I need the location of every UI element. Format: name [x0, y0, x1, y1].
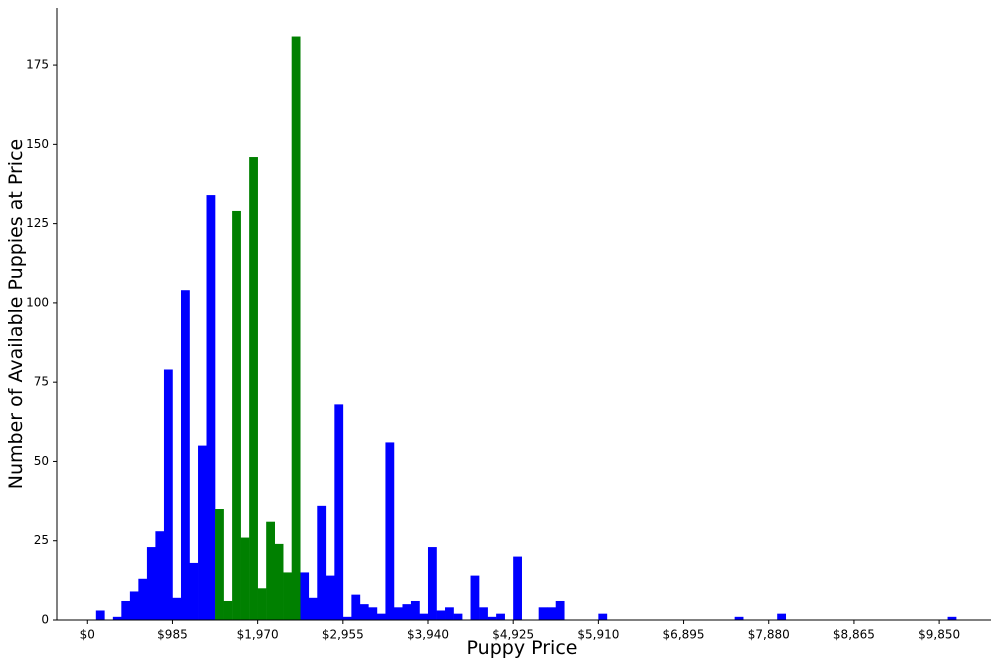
histogram-bar: [308, 597, 318, 620]
histogram-bar: [138, 578, 148, 620]
histogram-bar: [342, 616, 352, 620]
histogram-bar: [95, 610, 105, 620]
x-axis-title: Puppy Price: [467, 637, 578, 659]
histogram-bar: [479, 607, 488, 620]
histogram-bar: [470, 575, 480, 620]
histogram-bar: [402, 604, 412, 620]
histogram-bar: [734, 616, 744, 620]
histogram-bar: [189, 562, 199, 620]
histogram-bar: [777, 613, 787, 620]
histogram-bar: [198, 445, 207, 620]
histogram-bar: [453, 613, 463, 620]
histogram-bar: [112, 616, 122, 620]
histogram-bar: [121, 600, 131, 620]
histogram-bar: [146, 547, 156, 620]
histogram-bar: [436, 610, 446, 620]
x-tick-label: $985: [157, 628, 188, 642]
x-tick-label: $9,850: [918, 628, 960, 642]
histogram-bar: [351, 594, 361, 620]
histogram-bar: [334, 404, 344, 620]
y-axis-title: Number of Available Puppies at Price: [5, 139, 27, 489]
histogram-bar: [274, 543, 284, 620]
x-tick-group: $0 $985 $1,970 $2,955 $3,940 $4,925 $5,910 $6,8…: [80, 620, 960, 642]
y-tick-label: 175: [26, 58, 49, 72]
y-tick-label: 100: [26, 295, 49, 309]
histogram-bar: [513, 556, 522, 620]
histogram-bar: [317, 505, 327, 620]
histogram-bar: [547, 607, 557, 620]
x-tick-label: $4,925: [492, 628, 534, 642]
y-tick-label: 75: [34, 375, 49, 389]
y-tick-group: 0 25 50 75 100 125 150 175: [26, 58, 57, 627]
histogram-bar: [385, 442, 395, 620]
y-tick-label: 25: [34, 533, 49, 547]
histogram-bar: [445, 607, 454, 620]
histogram-bar: [257, 588, 267, 620]
histogram-bar: [249, 157, 258, 621]
y-tick-label: 150: [26, 137, 49, 151]
histogram-bar: [155, 531, 165, 620]
histogram-bar: [129, 591, 139, 620]
histogram-bar: [215, 509, 224, 620]
x-tick-label: $7,880: [748, 628, 790, 642]
histogram-bar: [376, 613, 386, 620]
x-tick-label: $5,910: [577, 628, 619, 642]
histogram-bar: [496, 613, 505, 620]
x-tick-label: $0: [80, 628, 95, 642]
histogram-bar: [598, 613, 608, 620]
histogram-bar: [410, 600, 420, 620]
histogram-bar: [487, 616, 497, 620]
histogram-bar: [240, 537, 250, 620]
histogram-bar: [232, 210, 241, 621]
histogram-bar: [283, 572, 293, 620]
histogram-bar: [359, 604, 369, 620]
x-tick-label: $6,895: [663, 628, 705, 642]
histogram-bar: [393, 607, 403, 620]
x-tick-label: $3,940: [407, 628, 449, 642]
histogram-bar: [180, 290, 190, 620]
y-tick-label: 0: [41, 613, 49, 627]
histogram-bar: [947, 616, 957, 620]
histogram-bar: [555, 600, 565, 620]
histogram-bar: [266, 521, 275, 620]
histogram-bar: [172, 597, 182, 620]
histogram-bar: [419, 613, 429, 620]
y-tick-label: 125: [26, 216, 49, 230]
histogram-bar: [163, 369, 173, 620]
bar-group: [95, 36, 957, 621]
x-tick-label: $2,955: [322, 628, 364, 642]
histogram-bar: [427, 547, 437, 620]
x-tick-label: $8,865: [833, 628, 875, 642]
histogram-bar: [206, 195, 216, 621]
histogram-bar: [368, 607, 378, 620]
histogram-bar: [325, 575, 335, 620]
histogram-bar: [291, 36, 301, 620]
histogram-bar: [223, 600, 233, 620]
y-tick-label: 50: [34, 454, 49, 468]
x-tick-label: $1,970: [237, 628, 279, 642]
histogram-bar: [538, 607, 548, 620]
histogram-bar: [300, 572, 310, 620]
